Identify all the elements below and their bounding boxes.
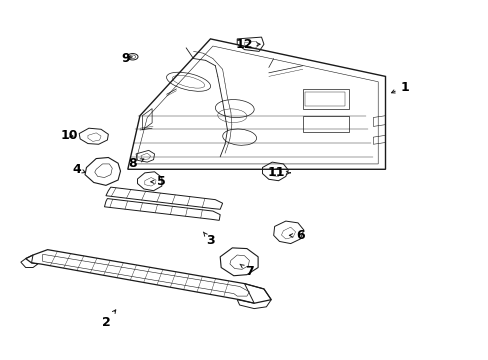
Bar (302, 116, 348, 132)
Bar (302, 89, 348, 109)
Text: 3: 3 (203, 232, 214, 247)
Text: 10: 10 (61, 129, 78, 142)
Text: 9: 9 (121, 52, 132, 65)
Text: 5: 5 (150, 175, 166, 188)
Text: 12: 12 (235, 38, 260, 51)
Text: 4: 4 (72, 163, 85, 176)
Bar (305, 92, 345, 106)
Text: 7: 7 (240, 264, 253, 278)
Text: 6: 6 (289, 229, 304, 242)
Text: 2: 2 (102, 310, 116, 329)
Text: 8: 8 (128, 157, 143, 170)
Text: 1: 1 (391, 81, 408, 94)
Text: 11: 11 (267, 166, 290, 179)
